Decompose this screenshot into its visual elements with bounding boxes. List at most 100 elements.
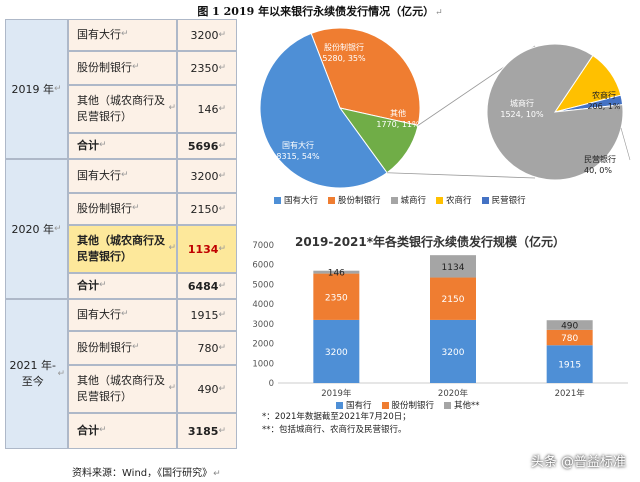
legend-item: 股份制银行 [328,194,381,206]
pie-slice-label: 其他 [390,108,406,118]
legend-label: 股份制银行 [391,401,435,411]
bank-type-name: 其他（城农商行及民营银行） ↵ [68,85,177,133]
bank-type-name: 国有大行 ↵ [68,159,177,193]
issuance-value: 490 ↵ [177,365,237,413]
issuance-value: 780 ↵ [177,331,237,365]
pie-slice-value: 8315, 54% [276,152,320,161]
sub-pie-value: 1524, 10% [500,110,544,119]
issuance-value: 2350 ↵ [177,51,237,85]
pie-slice-value: 1770, 11% [376,120,420,129]
paragraph-mark: ↵ [218,104,226,114]
legend-label: 国有大行 [284,196,319,206]
paragraph-mark: ↵ [218,244,226,254]
y-tick-label: 4000 [252,300,274,310]
value-text: 3200 [190,169,219,183]
bar-value-label: 146 [328,269,345,279]
bar-value-label: 2350 [325,293,348,303]
pie-slice-1 [310,27,421,126]
bar-segment [430,319,476,383]
pie-chart: 国有大行 8315, 54% 股份制银行 5280, 35% 其他 1770, 11% 城商… [259,27,631,189]
issuance-value: 3200 ↵ [177,159,237,193]
total-value: 5696 ↵ [177,133,237,159]
issuance-value: 2150 ↵ [177,193,237,225]
value-text: 3185 [187,424,219,438]
source-note: 资料来源：Wind，《国行研究》↵ [72,468,221,479]
bank-type-name: 其他（城农商行及民营银行） ↵ [68,225,177,273]
note-1: *：2021年数据截至2021年7月20日； [262,412,411,422]
bar-segment [313,270,360,274]
issuance-value: 1134 ↵ [177,225,237,273]
paragraph-mark: ↵ [57,369,65,379]
leader-line [617,103,621,112]
y-tick-label: 0 [269,379,274,389]
row-name-text: 合计 [77,139,99,153]
value-text: 2350 [190,61,219,75]
legend-swatch [436,196,444,204]
chart-notes: *：2021年数据截至2021年7月20日； **：包括城商行、农商行及民营银行… [262,411,411,437]
value-text: 146 [197,102,219,116]
value-text: 6484 [187,279,219,293]
y-tick-label: 2000 [252,340,274,350]
total-value: 6484 ↵ [177,273,237,299]
pie-legend: 国有大行 股份制银行 城商行 农商行 民营银行 [274,194,536,206]
paragraph-mark: ↵ [121,29,129,40]
legend-label: 城商行 [400,196,427,206]
x-tick-label: 2021年 [555,388,586,399]
year-cell: 2019 年 ↵ [5,19,68,159]
legend-swatch [444,401,452,409]
paragraph-mark: ↵ [121,309,129,320]
sub-pie-slice-0 [486,43,624,181]
legend-swatch [328,196,336,204]
value-text: 490 [197,382,219,396]
bank-type-name: 国有大行 ↵ [68,19,177,51]
row-name-text: 其他（城农商行及民营银行） [77,234,165,263]
legend-swatch [390,196,398,204]
value-text: 1134 [187,242,219,256]
bar-value-label: 490 [561,322,578,332]
paragraph-mark: ↵ [132,203,140,214]
bar-value-label: 2150 [442,295,465,305]
bank-type-name: 股份制银行 ↵ [68,331,177,365]
paragraph-mark: ↵ [168,243,176,254]
legend-swatch [381,401,389,409]
bar-legend: 国有行 股份制银行 其他** [336,399,490,411]
bar-segment [546,329,593,346]
connector-line [386,172,536,179]
row-name-text: 合计 [77,279,99,293]
legend-label: 股份制银行 [338,196,381,206]
leader-line [620,127,631,161]
paragraph-mark: ↵ [218,281,226,291]
pie-slice-value: 5280, 35% [322,54,366,63]
row-name-text: 其他（城农商行及民营银行） [77,374,165,403]
bar-chart-title: 2019-2021*年各类银行永续债发行规模（亿元） [295,234,565,249]
legend-label: 农商行 [446,196,472,206]
row-name-text: 国有大行 [77,169,121,183]
paragraph-mark: ↵ [218,63,226,73]
paragraph-mark: ↵ [218,171,226,181]
sub-pie-value: 40, 0% [584,166,612,175]
paragraph-mark: ↵ [218,343,226,353]
year-label: 2021 年-至今 [9,358,56,389]
sub-pie-label: 农商行 [592,90,616,100]
sub-pie-label: 城商行 [510,98,534,108]
watermark: 头条 @普益标准 [530,455,626,470]
bank-type-name: 国有大行 ↵ [68,299,177,331]
note-2: **：包括城商行、农商行及民营银行。 [262,425,407,435]
paragraph-mark: ↵ [132,62,140,73]
x-tick-label: 2020年 [438,388,469,399]
x-tick-label: 2019年 [321,388,352,399]
value-text: 2150 [190,202,219,216]
issuance-value: 1915 ↵ [177,299,237,331]
paragraph-mark: ↵ [132,342,140,353]
bank-type-name: 股份制银行 ↵ [68,51,177,85]
year-label: 2019 年 [11,83,54,96]
legend-item: 其他** [444,399,480,411]
value-text: 1915 [190,308,219,322]
legend-item: 农商行 [436,194,472,206]
total-row-name: 合计 ↵ [68,413,177,449]
bar-value-label: 3200 [442,348,465,358]
bar-chart-area: 2019-2021*年各类银行永续债发行规模（亿元） 0 1000 2000 3000 4… [240,215,640,455]
issuance-value: 146 ↵ [177,85,237,133]
bar-chart: 2019-2021*年各类银行永续债发行规模（亿元） 0 1000 2000 3000 4… [252,234,628,399]
bar-value-label: 3200 [325,348,348,358]
